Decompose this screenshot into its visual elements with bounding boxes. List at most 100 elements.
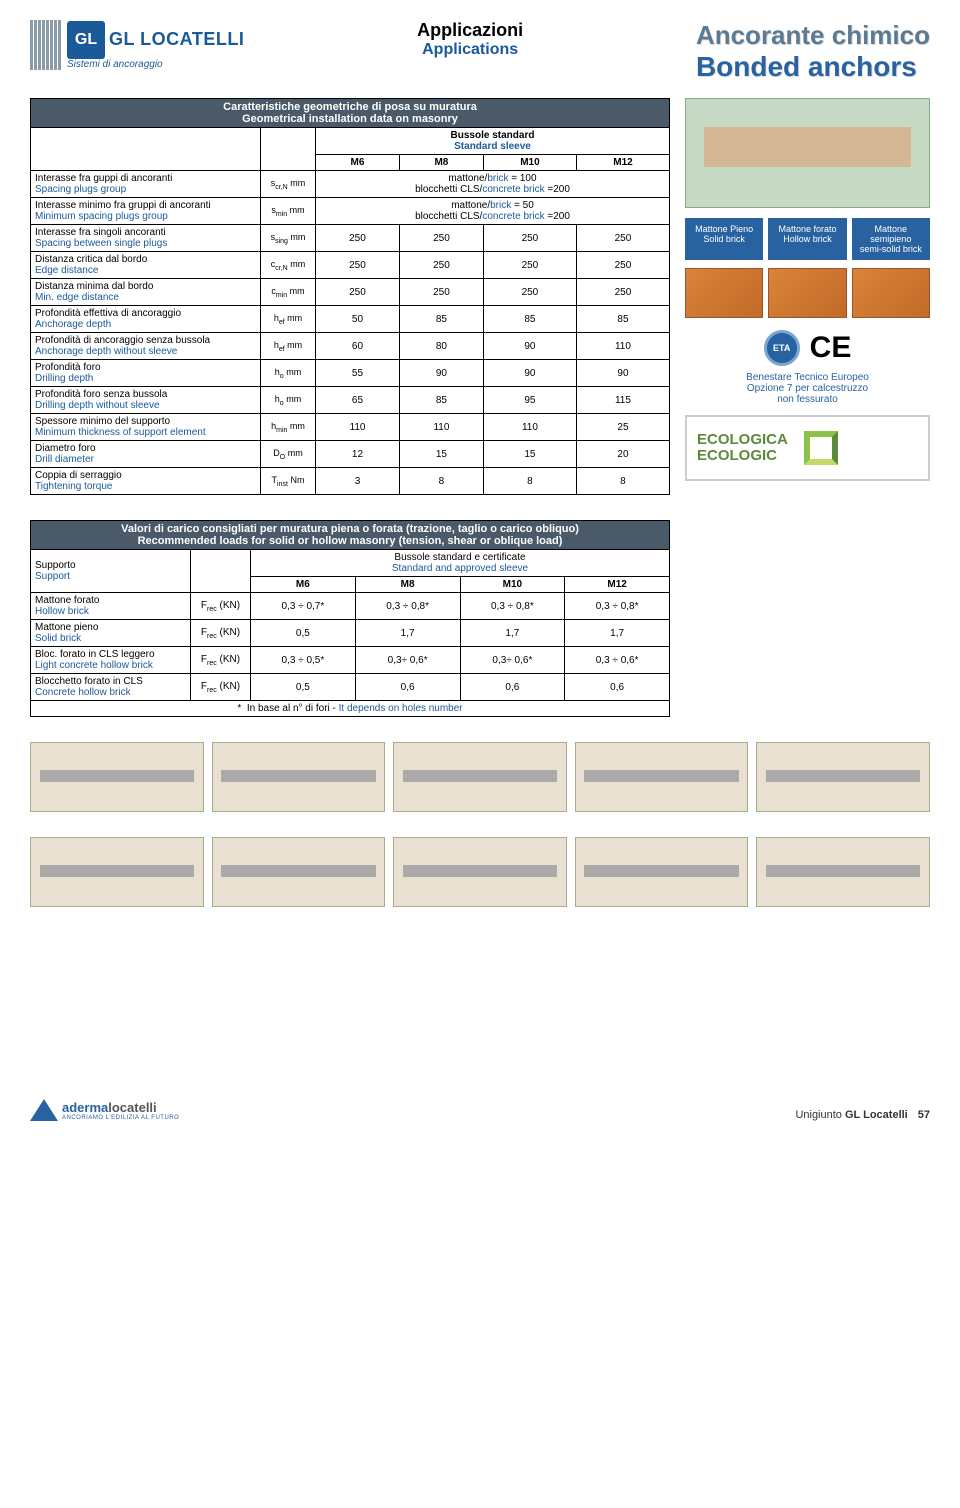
data-cell: 250	[316, 252, 400, 279]
data-cell: 0,6	[460, 674, 565, 701]
cert-text: Benestare Tecnico Europeo Opzione 7 per …	[685, 372, 930, 405]
data-cell: 110	[576, 333, 669, 360]
data-cell: 65	[316, 387, 400, 414]
data-cell: 15	[399, 441, 483, 468]
install-step	[30, 742, 204, 812]
data-cell: 250	[316, 279, 400, 306]
install-step	[575, 837, 749, 907]
data-cell: 0,6	[355, 674, 460, 701]
data-cell: 90	[483, 333, 576, 360]
data-cell: 0,3 ÷ 0,8*	[565, 593, 670, 620]
section-title-it: Applicazioni	[417, 20, 523, 41]
install-step	[393, 742, 567, 812]
unit-cell: Frec (KN)	[191, 647, 251, 674]
unit-cell: DO mm	[261, 441, 316, 468]
row-label: Profondità effettiva di ancoraggioAnchor…	[31, 306, 261, 333]
unit-cell: cmin mm	[261, 279, 316, 306]
page-header: GL GL LOCATELLI Sistemi di ancoraggio Ap…	[30, 20, 930, 83]
eco-line1: ECOLOGICA	[697, 432, 788, 449]
geometry-table: Caratteristiche geometriche di posa su m…	[30, 98, 670, 495]
brick-type-labels: Mattone PienoSolid brickMattone foratoHo…	[685, 218, 930, 260]
section-title: Applicazioni Applications	[417, 20, 523, 59]
col-header: M12	[565, 577, 670, 593]
unit-cell: ccr,N mm	[261, 252, 316, 279]
data-cell: 0,3÷ 0,6*	[355, 647, 460, 674]
data-cell: 0,3 ÷ 0,6*	[565, 647, 670, 674]
row-label: Interasse minimo fra gruppi di ancoranti…	[31, 198, 261, 225]
data-cell: 90	[399, 360, 483, 387]
eta-badge: ETA	[764, 330, 800, 366]
data-cell: 250	[399, 225, 483, 252]
data-cell: 55	[316, 360, 400, 387]
ce-mark: CE	[810, 331, 852, 365]
install-step	[212, 742, 386, 812]
recycle-icon	[796, 423, 846, 473]
col-header: M6	[316, 155, 400, 171]
logo: GL GL LOCATELLI Sistemi di ancoraggio	[30, 20, 244, 70]
data-cell: 0,5	[251, 674, 356, 701]
installation-steps-row2	[30, 837, 930, 907]
data-cell: 0,3 ÷ 0,8*	[460, 593, 565, 620]
row-label: Interasse fra singoli ancorantiSpacing b…	[31, 225, 261, 252]
data-cell: 85	[576, 306, 669, 333]
table1-title: Caratteristiche geometriche di posa su m…	[31, 99, 670, 128]
data-cell: 3	[316, 468, 400, 495]
row-label: Bloc. forato in CLS leggeroLight concret…	[31, 647, 191, 674]
install-step	[756, 742, 930, 812]
brick-images	[685, 268, 930, 318]
sleeve2-header: Bussole standard e certificateStandard a…	[251, 550, 670, 577]
data-cell: 90	[483, 360, 576, 387]
unit-cell: Frec (KN)	[191, 674, 251, 701]
data-cell: 15	[483, 441, 576, 468]
data-cell: 0,3 ÷ 0,7*	[251, 593, 356, 620]
data-cell: 0,6	[565, 674, 670, 701]
unit-cell: ho mm	[261, 360, 316, 387]
install-step	[393, 837, 567, 907]
logo-icon: GL	[67, 21, 105, 59]
solid-brick-img	[685, 268, 763, 318]
row-label: Interasse fra guppi di ancorantiSpacing …	[31, 171, 261, 198]
data-cell: 0,3 ÷ 0,5*	[251, 647, 356, 674]
section-title-en: Applications	[417, 41, 523, 59]
footer-logo-icon	[30, 1099, 58, 1121]
data-cell: 250	[483, 279, 576, 306]
col-header: M8	[399, 155, 483, 171]
product-title-en: Bonded anchors	[696, 51, 930, 83]
table2-footnote: * In base al n° di fori - It depends on …	[31, 701, 670, 717]
ecologic-badge: ECOLOGICA ECOLOGIC	[685, 415, 930, 481]
data-cell: 8	[576, 468, 669, 495]
data-cell: 0,3÷ 0,6*	[460, 647, 565, 674]
data-cell: 8	[483, 468, 576, 495]
sleeve-header: Bussole standardStandard sleeve	[316, 128, 670, 155]
footer-logo: adermalocatelli ANCORIAMO L'EDILIZIA AL …	[30, 1099, 179, 1121]
col-header: M6	[251, 577, 356, 593]
data-cell: 80	[399, 333, 483, 360]
unit-cell: ssing mm	[261, 225, 316, 252]
unit-cell: smin mm	[261, 198, 316, 225]
eco-line2: ECOLOGIC	[697, 448, 788, 465]
product-title-it: Ancorante chimico	[696, 20, 930, 51]
data-cell: 12	[316, 441, 400, 468]
data-cell: 250	[316, 225, 400, 252]
row-label: Mattone foratoHollow brick	[31, 593, 191, 620]
row-label: Diametro foroDrill diameter	[31, 441, 261, 468]
data-cell: 85	[483, 306, 576, 333]
page-footer: adermalocatelli ANCORIAMO L'EDILIZIA AL …	[30, 1087, 930, 1121]
merged-cell: mattone/brick = 50blocchetti CLS/concret…	[316, 198, 670, 225]
install-step	[575, 742, 749, 812]
unit-cell: hmin mm	[261, 414, 316, 441]
installation-diagram	[685, 98, 930, 208]
install-step	[30, 837, 204, 907]
logo-text: GL LOCATELLI	[109, 29, 244, 50]
data-cell: 1,7	[460, 620, 565, 647]
data-cell: 0,5	[251, 620, 356, 647]
data-cell: 90	[576, 360, 669, 387]
install-step	[756, 837, 930, 907]
brick-label: Mattone semipienosemi-solid brick	[852, 218, 930, 260]
data-cell: 20	[576, 441, 669, 468]
data-cell: 250	[483, 225, 576, 252]
row-label: Profondità di ancoraggio senza bussolaAn…	[31, 333, 261, 360]
footer-page-info: Unigiunto GL Locatelli57	[795, 1109, 930, 1121]
data-cell: 115	[576, 387, 669, 414]
data-cell: 0,3 ÷ 0,8*	[355, 593, 460, 620]
